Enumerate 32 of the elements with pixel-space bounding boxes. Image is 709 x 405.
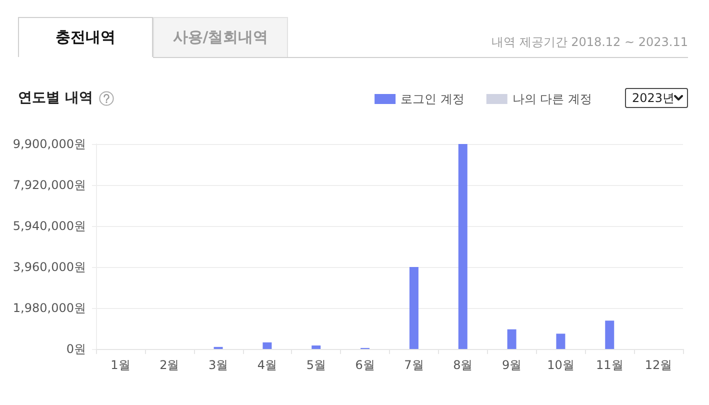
x-tick-label: 6월 (355, 358, 375, 372)
x-tick-label: 10월 (547, 358, 574, 372)
bar (507, 329, 516, 349)
bar (556, 334, 566, 349)
x-tick-label: 12월 (644, 358, 672, 372)
bar (262, 342, 272, 349)
y-tick-label: 9,900,000원 (12, 137, 86, 151)
selected-tab: 충전내역 (18, 17, 153, 57)
y-tick-label: 7,920,000원 (12, 178, 86, 192)
legend-label: 로그인 계정 (400, 92, 464, 106)
bar (409, 267, 418, 349)
x-tick-label: 9월 (502, 358, 522, 372)
chart-subtitle: 내역 제공기간 2018.12 ~ 2023.11 (491, 34, 688, 51)
chart-title: 연도별 내역 (18, 89, 93, 107)
tab: 사용/철회내역 (153, 17, 288, 57)
x-tick-label: 4월 (257, 358, 278, 372)
x-tick-label: 7월 (404, 358, 424, 372)
bar (458, 144, 468, 349)
y-tick-label: 1,980,000원 (12, 301, 86, 315)
x-tick-label: 11월 (596, 358, 624, 372)
x-tick-label: 1월 (110, 358, 130, 372)
y-tick-label: 0원 (66, 342, 86, 356)
x-tick-label: 3월 (208, 358, 228, 372)
x-tick-label: 2월 (160, 358, 180, 372)
legend-label: 나의 다른 계정 (512, 92, 592, 106)
x-tick-label: 5월 (306, 358, 326, 372)
bar (605, 320, 614, 349)
year-select: 2023년 (625, 88, 688, 108)
y-tick-label: 5,940,000원 (12, 219, 86, 233)
bar (312, 345, 321, 349)
x-tick-label: 8월 (453, 358, 473, 372)
y-tick-label: 3,960,000원 (12, 260, 86, 274)
